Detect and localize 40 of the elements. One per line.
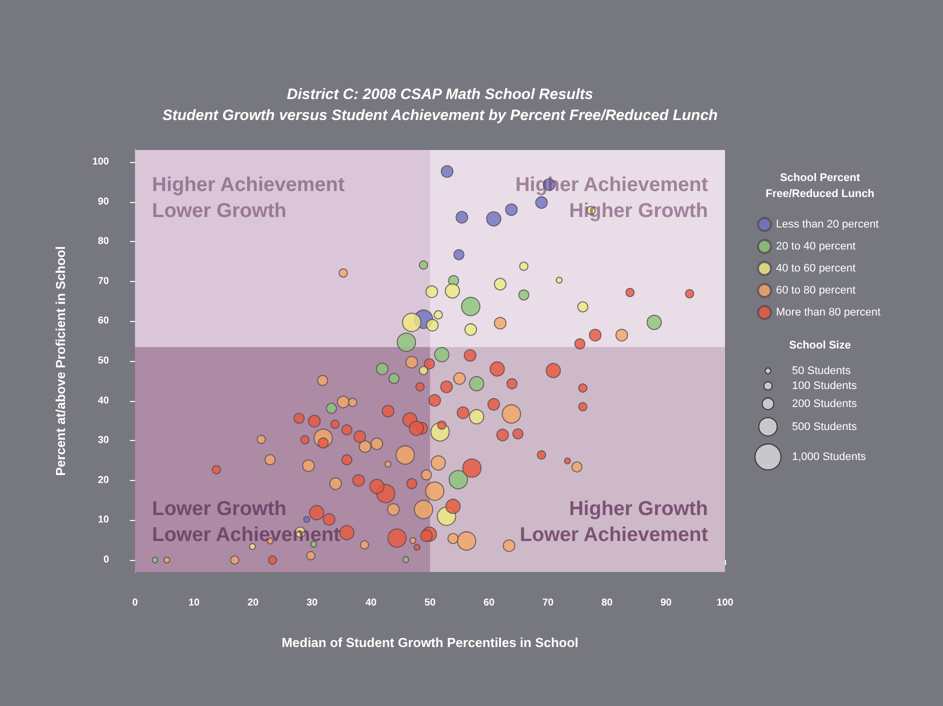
legend-label: 200 Students <box>792 398 858 410</box>
legend-label: 60 to 80 percent <box>776 284 856 296</box>
legend-label: 1,000 Students <box>792 450 867 463</box>
y-tick-label: 40 <box>98 395 110 406</box>
y-tick-label: 10 <box>98 514 110 526</box>
x-tick-label: 60 <box>483 598 495 608</box>
y-tick-label: 0 <box>103 554 110 566</box>
chart-subtitle: Student Growth versus Student Achievement by Percent Free/Reduced Lunch <box>162 107 718 124</box>
y-axis-title: Percent at/above Proficient in School <box>53 246 68 476</box>
legend-label: 40 to 60 percent <box>776 262 856 274</box>
x-tick-label: 80 <box>601 598 613 608</box>
y-tick-label: 80 <box>98 236 110 248</box>
y-tick-label: 60 <box>98 316 110 327</box>
legend-label: Less than 20 percent <box>776 218 879 230</box>
x-tick-label: 100 <box>716 598 734 608</box>
legend-label: 20 to 40 percent <box>776 240 856 252</box>
x-axis-title: Median of Student Growth Percentiles in School <box>282 635 578 650</box>
x-tick-label: 0 <box>132 598 138 608</box>
x-tick-label: 30 <box>306 598 318 608</box>
annotation: Higher Achievement Lower Growth <box>152 174 345 222</box>
legend-label: 500 Students <box>792 420 858 433</box>
x-tick-label: 40 <box>365 598 377 608</box>
y-tick-label: 30 <box>98 435 110 446</box>
y-tick-label: 100 <box>92 156 110 168</box>
legend-label: More than 80 percent <box>776 306 881 318</box>
x-tick-label: 90 <box>660 598 672 608</box>
y-tick-label: 20 <box>98 474 110 486</box>
x-tick-label: 10 <box>188 598 200 608</box>
text: School Size <box>789 340 851 352</box>
y-tick-label: 90 <box>98 196 110 208</box>
x-tick-label: 50 <box>424 598 436 608</box>
annotation: Higher Growth Lower Achievement <box>520 498 708 546</box>
y-tick-label: 50 <box>98 356 110 366</box>
y-tick-label: 70 <box>98 276 110 287</box>
legend-title: School Percent Free/Reduced Lunch <box>766 172 875 200</box>
chart-title: District C: 2008 CSAP Math School Results <box>286 86 594 103</box>
legend-label: 100 Students <box>792 380 858 392</box>
legend-label: 50 Students <box>792 364 852 377</box>
x-tick-label: 70 <box>542 598 554 608</box>
x-tick-label: 20 <box>247 598 259 608</box>
